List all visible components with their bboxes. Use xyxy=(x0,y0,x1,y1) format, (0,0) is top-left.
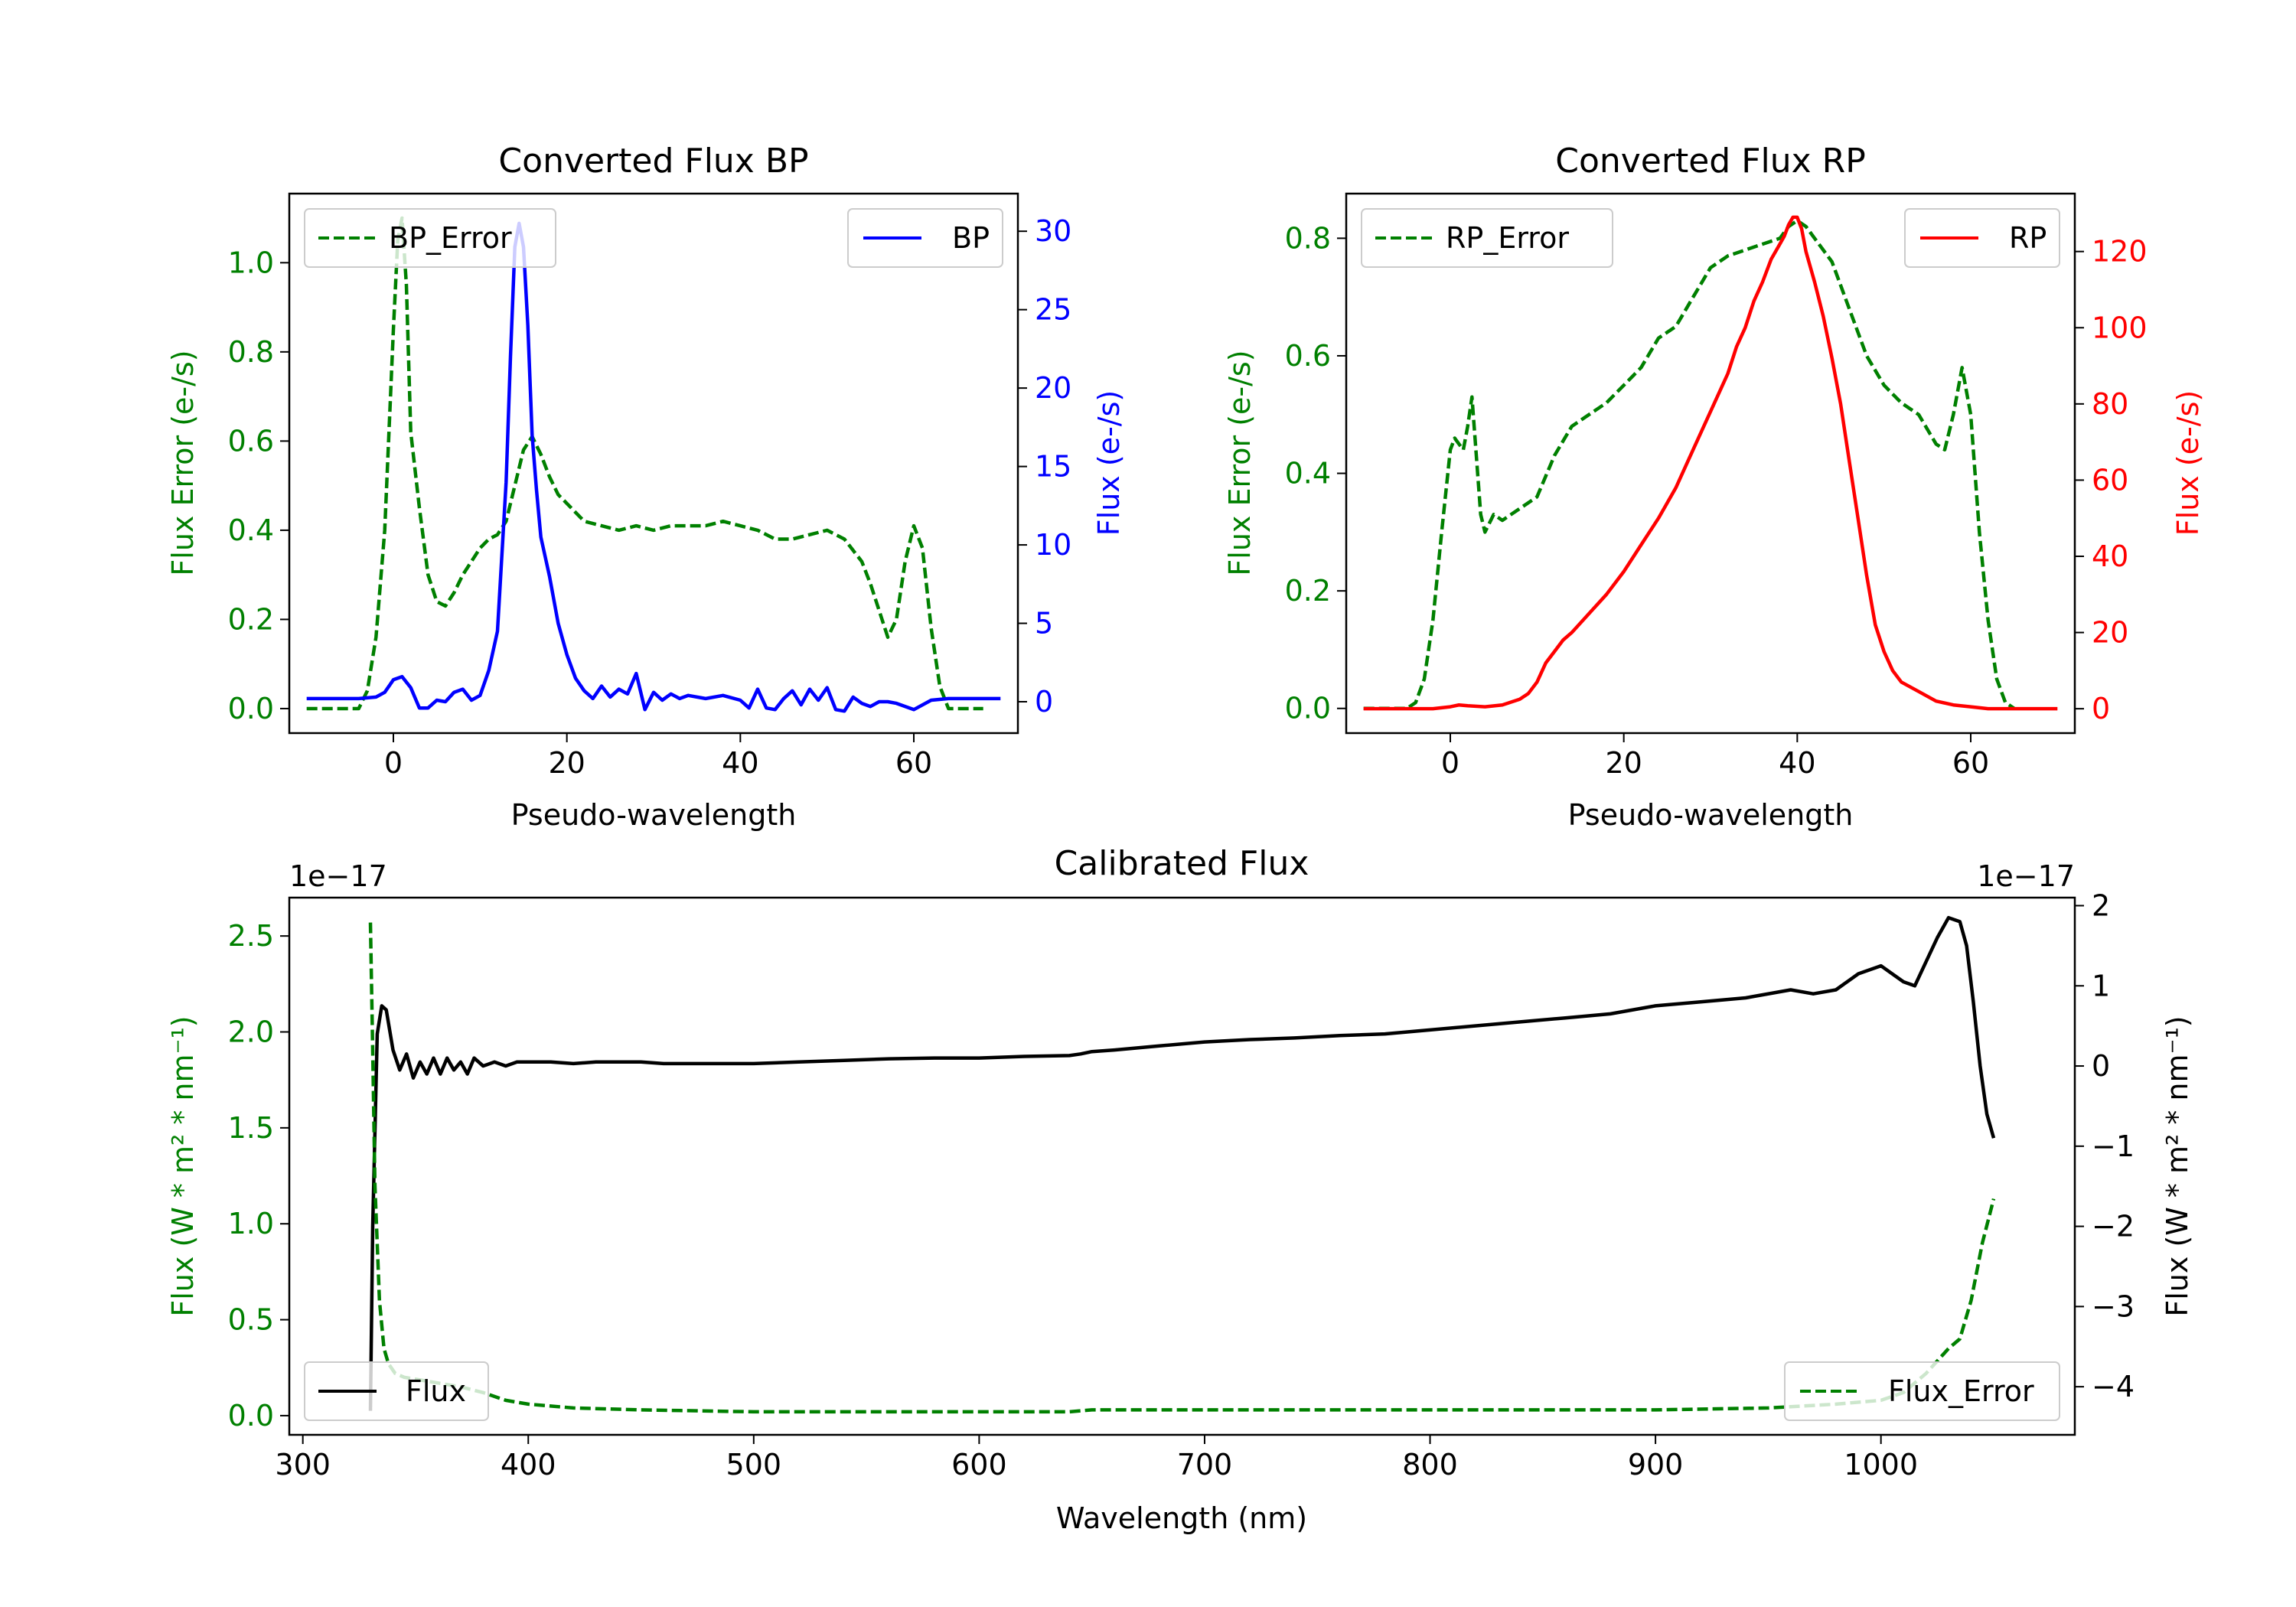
rp-right-ytick-label: 0 xyxy=(2092,692,2110,725)
bp-left-ytick-label: 1.0 xyxy=(228,246,274,279)
cal-left-ytick-label: 0.5 xyxy=(228,1303,274,1337)
cal-left-ylabel: Flux (W * m² * nm⁻¹) xyxy=(166,1015,200,1316)
rp-series-rp-error xyxy=(1363,219,2015,710)
rp-left-ytick-label: 0.2 xyxy=(1285,574,1331,608)
cal-right-ytick-label: 2 xyxy=(2092,888,2110,922)
rp-left-ytick-label: 0.6 xyxy=(1285,339,1331,373)
rp-right-ytick-label: 120 xyxy=(2092,235,2148,269)
rp-right-ytick-label: 80 xyxy=(2092,387,2128,421)
bp-xlabel: Pseudo-wavelength xyxy=(511,798,797,832)
bp-right-ytick-label: 15 xyxy=(1035,450,1071,484)
cal-flux-error-legend: Flux_Error xyxy=(1784,1361,2060,1421)
cal-xtick-label: 400 xyxy=(501,1448,556,1482)
cal-flux-legend: Flux xyxy=(304,1361,489,1421)
rp-legend-label: RP xyxy=(2009,221,2047,255)
rp-left-ytick-label: 0.8 xyxy=(1285,221,1331,255)
bp-left-ylabel: Flux Error (e-/s) xyxy=(166,350,200,575)
rp-right-ylabel: Flux (e-/s) xyxy=(2171,390,2205,536)
rp-left-ylabel: Flux Error (e-/s) xyxy=(1223,350,1257,575)
cal-xtick-label: 700 xyxy=(1177,1448,1233,1482)
bp-right-ytick-label: 5 xyxy=(1035,607,1053,641)
cal-left-ytick-label: 1.5 xyxy=(228,1111,274,1145)
bp-error-legend-label: BP_Error xyxy=(389,221,512,255)
bp-left-ytick-label: 0.0 xyxy=(228,692,274,725)
bp-series-bp xyxy=(306,221,1001,713)
bp-title: Converted Flux BP xyxy=(498,142,808,181)
rp-left-ytick-label: 0.0 xyxy=(1285,692,1331,725)
calibrated-panel: Calibrated Flux 1e−17 1e−17 300 400 500 600… xyxy=(166,844,2194,1535)
rp-xtick-label: 0 xyxy=(1441,746,1459,780)
bp-xtick-label: 0 xyxy=(384,746,403,780)
bp-right-ytick-label: 10 xyxy=(1035,528,1071,562)
rp-series-rp xyxy=(1363,215,2058,711)
bp-right-ylabel: Flux (e-/s) xyxy=(1092,390,1126,536)
rp-right-ytick-label: 60 xyxy=(2092,463,2128,497)
rp-right-ytick-label: 20 xyxy=(2092,616,2128,650)
rp-xtick-label: 40 xyxy=(1779,746,1815,780)
cal-right-ylabel: Flux (W * m² * nm⁻¹) xyxy=(2161,1015,2194,1316)
bp-left-ytick-label: 0.4 xyxy=(228,513,274,547)
rp-xtick-label: 60 xyxy=(1952,746,1989,780)
bp-xtick-label: 60 xyxy=(895,746,932,780)
rp-right-ytick-label: 40 xyxy=(2092,539,2128,573)
bp-right-ytick-label: 30 xyxy=(1035,214,1071,248)
cal-flux-legend-label: Flux xyxy=(406,1374,466,1408)
rp-error-legend-label: RP_Error xyxy=(1446,221,1569,255)
cal-xtick-label: 300 xyxy=(275,1448,331,1482)
rp-title: Converted Flux RP xyxy=(1555,142,1866,181)
bp-right-ytick-label: 20 xyxy=(1035,371,1071,405)
bp-panel: Converted Flux BP 0 20 40 60 0.0 0.2 0.4 0.6 0.… xyxy=(166,142,1126,832)
cal-left-ytick-label: 2.0 xyxy=(228,1015,274,1049)
cal-left-ytick-label: 1.0 xyxy=(228,1207,274,1240)
cal-series-flux xyxy=(368,915,1996,1411)
cal-right-offset-text: 1e−17 xyxy=(1977,859,2075,893)
bp-xtick-label: 40 xyxy=(722,746,758,780)
rp-legend: RP xyxy=(1904,208,2060,268)
rp-right-ytick-label: 100 xyxy=(2092,311,2148,344)
bp-left-ytick-label: 0.2 xyxy=(228,602,274,636)
cal-right-ytick-label: −1 xyxy=(2092,1129,2135,1163)
cal-right-ytick-label: −2 xyxy=(2092,1210,2135,1244)
cal-right-ytick-label: −4 xyxy=(2092,1370,2135,1403)
rp-xlabel: Pseudo-wavelength xyxy=(1568,798,1854,832)
rp-panel: Converted Flux RP 0 20 40 60 0.0 0.2 0.4 0.6 0.… xyxy=(1223,142,2205,832)
cal-left-offset-text: 1e−17 xyxy=(289,859,387,893)
cal-xtick-label: 500 xyxy=(726,1448,782,1482)
cal-axes-frame xyxy=(288,896,2076,1436)
rp-left-ytick-label: 0.4 xyxy=(1285,457,1331,491)
cal-left-ytick-label: 0.0 xyxy=(228,1399,274,1433)
bp-series-bp-error xyxy=(306,216,983,711)
cal-xtick-label: 600 xyxy=(951,1448,1007,1482)
bp-axes-frame xyxy=(288,192,1019,735)
cal-right-ytick-label: 1 xyxy=(2092,969,2110,1002)
cal-flux-error-legend-label: Flux_Error xyxy=(1888,1374,2034,1408)
cal-xlabel: Wavelength (nm) xyxy=(1056,1501,1307,1535)
cal-title: Calibrated Flux xyxy=(1055,844,1309,883)
rp-xtick-label: 20 xyxy=(1605,746,1642,780)
cal-xtick-label: 800 xyxy=(1402,1448,1458,1482)
bp-left-ytick-label: 0.8 xyxy=(228,335,274,369)
bp-legend: BP xyxy=(847,208,1003,268)
bp-error-legend: BP_Error xyxy=(304,208,556,268)
rp-axes-frame xyxy=(1345,192,2076,735)
bp-legend-label: BP xyxy=(952,221,990,255)
cal-xtick-label: 1000 xyxy=(1844,1448,1918,1482)
bp-xtick-label: 20 xyxy=(548,746,585,780)
cal-xtick-label: 900 xyxy=(1628,1448,1684,1482)
bp-right-ytick-label: 25 xyxy=(1035,293,1071,327)
cal-left-ytick-label: 2.5 xyxy=(228,919,274,953)
cal-right-ytick-label: −3 xyxy=(2092,1289,2135,1323)
rp-error-legend: RP_Error xyxy=(1361,208,1613,268)
bp-right-ytick-label: 0 xyxy=(1035,685,1053,719)
cal-right-ytick-label: 0 xyxy=(2092,1049,2110,1083)
bp-left-ytick-label: 0.6 xyxy=(228,424,274,458)
